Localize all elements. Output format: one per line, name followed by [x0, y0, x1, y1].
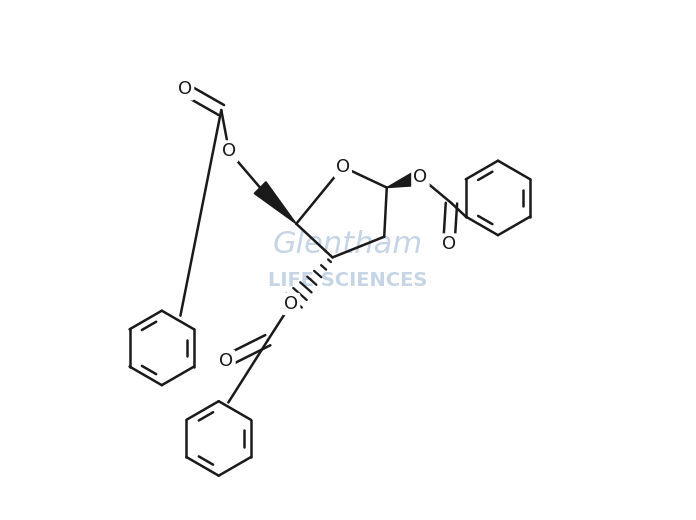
Polygon shape [387, 170, 423, 188]
Text: O: O [178, 80, 192, 98]
Text: O: O [442, 236, 456, 253]
Text: Glentham: Glentham [273, 230, 423, 259]
Text: O: O [219, 352, 234, 370]
Polygon shape [254, 181, 296, 224]
Text: O: O [413, 168, 427, 186]
Text: O: O [335, 158, 350, 176]
Text: O: O [284, 295, 298, 313]
Text: O: O [222, 142, 236, 160]
Text: LIFE SCIENCES: LIFE SCIENCES [269, 271, 427, 290]
